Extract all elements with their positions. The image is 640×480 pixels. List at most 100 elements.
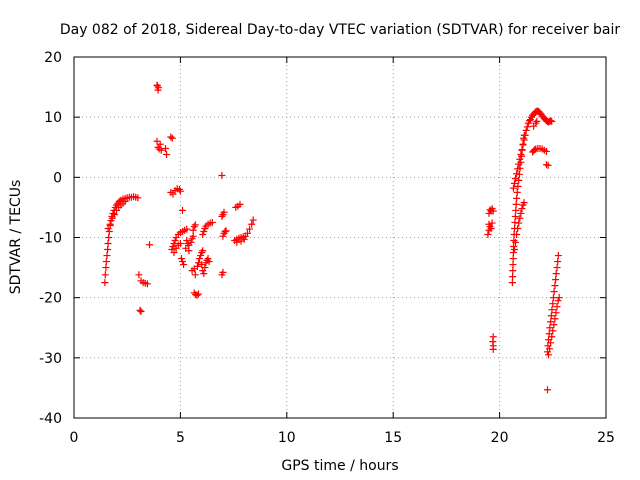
data-point: [137, 308, 145, 316]
y-tick-label: 10: [44, 110, 62, 126]
data-point: [547, 318, 555, 326]
data-point: [218, 172, 226, 180]
data-point: [510, 246, 518, 254]
data-point: [553, 303, 561, 311]
data-point: [489, 207, 497, 215]
data-point: [222, 227, 230, 235]
x-tick-label: 5: [176, 430, 185, 446]
data-point: [177, 255, 185, 263]
data-point: [512, 175, 520, 183]
data-point: [189, 232, 197, 240]
chart-title: Day 082 of 2018, Sidereal Day-to-day VTE…: [60, 22, 621, 38]
data-point: [153, 81, 161, 89]
data-point: [542, 147, 550, 155]
data-point: [180, 261, 188, 269]
data-point: [221, 227, 229, 235]
data-point: [547, 312, 555, 320]
data-point: [514, 224, 522, 232]
data-point: [512, 206, 520, 214]
data-point: [183, 225, 191, 233]
data-point: [167, 133, 175, 141]
data-point: [179, 258, 187, 266]
data-point: [512, 200, 520, 208]
data-point: [550, 288, 558, 296]
data-point: [135, 271, 143, 279]
data-point: [105, 227, 113, 235]
data-point: [544, 161, 552, 169]
data-point: [521, 131, 529, 139]
data-point: [110, 211, 118, 219]
data-point: [190, 223, 198, 231]
data-point: [510, 243, 518, 251]
y-tick-label: -10: [39, 231, 62, 247]
data-point: [101, 271, 109, 279]
x-tick-label: 0: [70, 430, 79, 446]
data-point: [553, 264, 561, 272]
data-point: [169, 190, 177, 198]
data-point: [509, 249, 517, 257]
data-point: [520, 199, 528, 207]
data-point: [208, 218, 216, 226]
data-point: [555, 294, 563, 302]
data-point: [197, 252, 205, 260]
data-point: [547, 339, 555, 347]
data-point: [545, 351, 553, 359]
data-point: [204, 255, 212, 263]
data-point: [484, 230, 492, 238]
data-point: [200, 227, 208, 235]
data-point: [523, 123, 531, 131]
data-point: [219, 232, 227, 240]
data-point: [170, 240, 178, 248]
data-point: [136, 306, 144, 314]
data-point: [542, 161, 550, 169]
data-point: [249, 216, 257, 224]
data-point: [201, 264, 209, 272]
data-point: [105, 234, 113, 241]
data-point: [508, 279, 516, 287]
data-point: [514, 182, 522, 190]
x-tick-label: 15: [384, 430, 402, 446]
data-point: [543, 386, 551, 394]
data-point: [179, 206, 187, 214]
data-point: [233, 238, 241, 246]
data-point: [101, 279, 109, 287]
data-point: [513, 188, 521, 196]
data-point: [106, 220, 114, 228]
data-point: [551, 282, 559, 290]
data-point: [552, 276, 560, 284]
data-point: [104, 224, 112, 232]
data-point: [189, 226, 197, 234]
data-point: [554, 297, 562, 305]
x-tick-label: 10: [278, 430, 296, 446]
data-point: [550, 321, 558, 329]
data-point: [549, 327, 557, 335]
data-point: [509, 273, 517, 281]
data-point: [516, 155, 524, 163]
data-point: [525, 117, 533, 125]
data-point: [191, 221, 199, 229]
grid-lines: [74, 57, 606, 418]
data-point: [199, 230, 207, 238]
data-point: [517, 209, 525, 217]
data-point: [170, 249, 178, 257]
data-point: [134, 194, 142, 202]
data-point: [531, 146, 539, 154]
data-point: [243, 229, 251, 237]
data-points: [101, 81, 563, 394]
data-point: [109, 209, 117, 217]
data-point: [171, 237, 179, 245]
data-point: [489, 345, 497, 353]
x-axis-label: GPS time / hours: [281, 458, 398, 474]
x-tick-label: 20: [491, 430, 509, 446]
data-point: [236, 200, 244, 208]
data-point: [519, 141, 527, 149]
data-point: [549, 300, 557, 308]
data-point: [102, 264, 110, 272]
data-point: [153, 137, 161, 145]
data-point: [104, 246, 112, 254]
data-point: [513, 170, 521, 178]
data-point: [143, 280, 151, 288]
data-point: [168, 134, 176, 142]
data-point: [157, 146, 165, 154]
data-point: [102, 258, 110, 266]
